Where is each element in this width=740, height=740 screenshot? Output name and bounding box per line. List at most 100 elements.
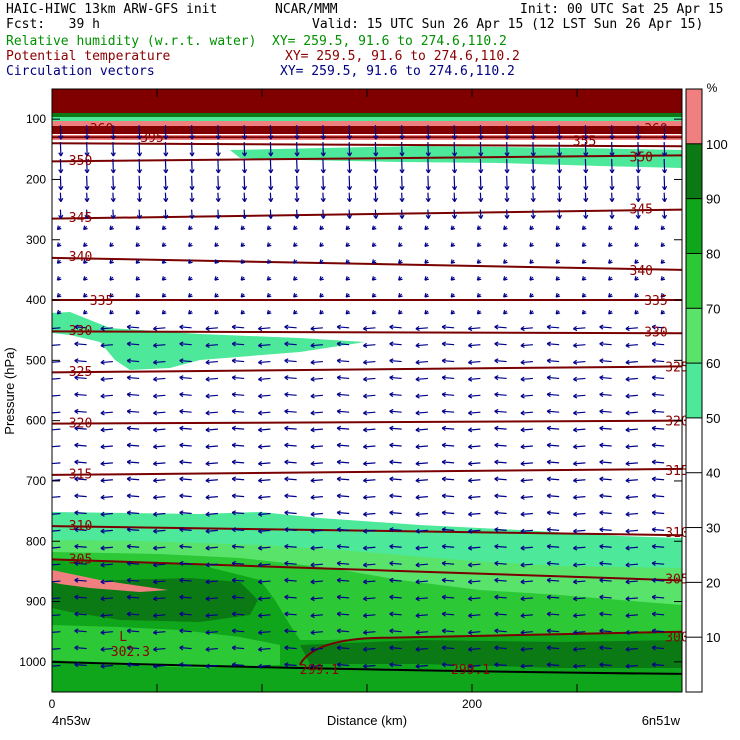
wind-vector-head xyxy=(581,242,587,247)
wind-vector-head xyxy=(214,276,219,281)
wind-vector-head xyxy=(398,309,403,315)
wind-vector xyxy=(100,546,113,549)
wind-vector xyxy=(520,394,533,397)
wind-vector-head xyxy=(651,594,657,600)
wind-vector xyxy=(153,394,166,397)
wind-vector xyxy=(584,125,587,140)
wind-vector xyxy=(506,142,508,157)
wind-vector xyxy=(284,495,297,498)
wind-vector-head xyxy=(205,427,210,433)
wind-vector xyxy=(337,596,350,599)
wind-vector xyxy=(611,209,613,219)
wind-vector-head xyxy=(153,629,158,636)
rh-saturated-patch xyxy=(52,570,168,592)
wind-vector-head xyxy=(573,477,578,484)
wind-vector-head xyxy=(581,292,587,298)
wind-vector-head xyxy=(494,442,499,448)
wind-vector-head xyxy=(135,242,141,247)
wind-vector-head xyxy=(336,324,342,330)
wind-vector xyxy=(153,563,166,566)
wind-vector xyxy=(547,579,560,582)
wind-vector-head xyxy=(468,359,473,365)
wind-vector xyxy=(625,377,638,381)
header-title: HAIC-HIWC 13km ARW-GFS init xyxy=(6,2,218,17)
wind-vector xyxy=(599,343,612,346)
wind-vector xyxy=(296,142,298,157)
wind-vector-head xyxy=(599,392,604,398)
wind-vector-head xyxy=(415,511,420,517)
wind-vector-head xyxy=(468,461,473,467)
wind-vector-head xyxy=(520,461,525,467)
wind-vector-head xyxy=(651,543,657,550)
wind-vector-head xyxy=(661,214,668,219)
wind-vector xyxy=(652,528,665,531)
theta-label: 325 xyxy=(665,360,688,375)
wind-vector-head xyxy=(494,459,499,465)
wind-vector-head xyxy=(546,543,552,550)
wind-vector-head xyxy=(494,628,499,634)
wind-vector-head xyxy=(573,342,578,348)
wind-vector xyxy=(258,546,271,549)
wind-vector xyxy=(217,158,219,173)
wind-vector xyxy=(112,142,114,157)
wind-vector xyxy=(663,192,666,202)
wind-vector xyxy=(494,376,507,380)
wind-vector xyxy=(153,462,166,465)
wind-vector-head xyxy=(135,292,141,298)
wind-vector-head xyxy=(161,259,167,264)
wind-vector xyxy=(520,512,533,516)
wind-vector-head xyxy=(371,225,377,231)
wind-vector-head xyxy=(573,579,578,585)
wind-vector-head xyxy=(415,393,420,399)
wind-vector xyxy=(232,545,245,548)
wind-vector xyxy=(468,377,481,381)
wind-vector xyxy=(652,376,665,380)
wind-vector xyxy=(637,192,639,202)
wind-vector-head xyxy=(451,214,458,219)
wind-vector xyxy=(652,326,665,329)
wind-vector-head xyxy=(581,309,587,315)
wind-vector-head xyxy=(284,611,289,617)
wind-vector-head xyxy=(441,341,447,347)
wind-vector-head xyxy=(294,169,300,174)
wind-vector-head xyxy=(389,510,394,516)
wind-vector xyxy=(310,411,323,414)
wind-vector-head xyxy=(179,628,184,634)
wind-vector xyxy=(611,192,613,202)
wind-vector xyxy=(310,614,323,617)
wind-vector xyxy=(389,326,402,329)
wind-vector xyxy=(652,613,665,616)
wind-vector xyxy=(138,142,141,157)
wind-vector-head xyxy=(583,169,589,174)
wind-vector-head xyxy=(189,135,195,140)
wind-vector-head xyxy=(468,444,473,450)
wind-vector-head xyxy=(415,461,420,467)
wind-vector-head xyxy=(74,611,79,617)
wind-vector xyxy=(494,393,507,396)
wind-vector-head xyxy=(346,135,353,140)
wind-vector-head xyxy=(573,545,578,551)
wind-vector-head xyxy=(373,186,379,191)
wind-vector-head xyxy=(231,594,237,600)
wind-vector-head xyxy=(205,325,210,332)
wind-vector xyxy=(232,511,245,515)
theta-label: 305 xyxy=(665,573,688,588)
wind-vector-head xyxy=(556,135,563,140)
wind-vector-head xyxy=(310,461,315,467)
wind-vector xyxy=(337,613,350,616)
wind-vector-head xyxy=(415,410,420,416)
wind-vector-head xyxy=(415,376,420,382)
wind-vector-head xyxy=(153,342,158,348)
wind-vector xyxy=(637,142,639,157)
wind-vector xyxy=(337,343,350,346)
wind-vector xyxy=(468,394,481,397)
wind-vector xyxy=(532,192,534,202)
wind-vector-head xyxy=(476,309,482,315)
wind-vector-head xyxy=(52,667,53,669)
wind-vector-head xyxy=(530,186,536,191)
wind-vector xyxy=(232,495,245,498)
wind-vector xyxy=(611,158,613,173)
wind-vector-head xyxy=(336,392,342,398)
wind-vector xyxy=(284,511,297,515)
wind-vector-head xyxy=(634,276,639,281)
